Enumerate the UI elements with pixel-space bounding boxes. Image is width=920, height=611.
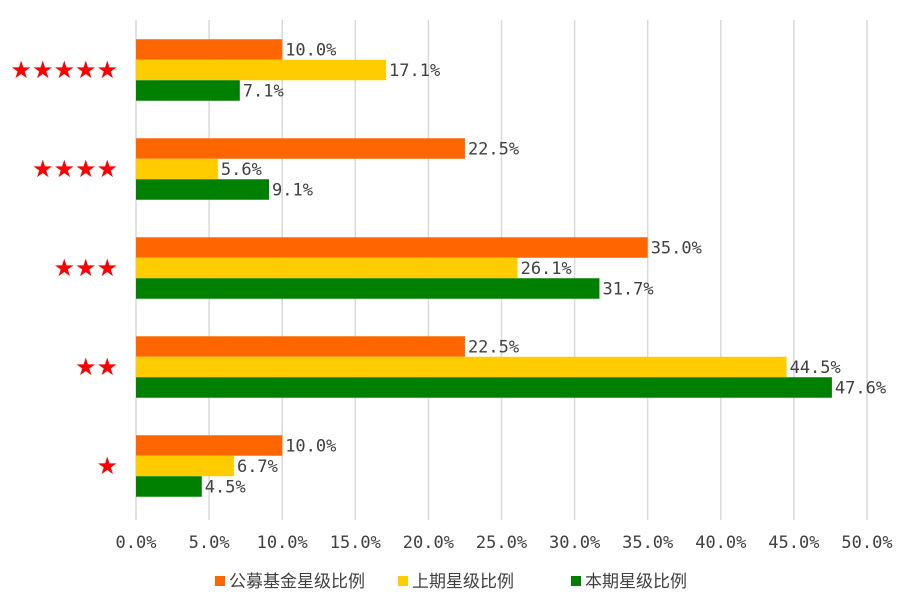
data-label: 22.5% [468,338,519,358]
x-tick-label: 40.0% [695,533,746,553]
bar [136,80,240,101]
legend-label: 公募基金星级比例 [229,572,365,592]
category-label: ★★★ [53,254,118,282]
x-tick-label: 50.0% [841,533,892,553]
category-label: ★ [96,452,118,480]
x-tick-label: 20.0% [403,533,454,553]
x-tick-label: 35.0% [622,533,673,553]
category-label: ★★★★★ [10,56,118,84]
data-label: 31.7% [602,280,653,300]
bar [136,138,465,159]
category-label: ★★★★ [32,155,118,183]
data-label: 17.1% [389,61,440,81]
data-label: 5.6% [221,160,262,180]
data-label: 7.1% [243,82,284,102]
x-tick-label: 25.0% [476,533,527,553]
x-axis-ticks: 0.0% 5.0% 10.0% 15.0% 20.0% 25.0% 30.0% 35.0% 40… [116,533,893,553]
data-label: 9.1% [272,181,313,201]
x-tick-label: 0.0% [116,533,157,553]
bars [136,39,832,497]
bar [136,278,600,299]
legend: 公募基金星级比例 上期星级比例 本期星级比例 [215,572,687,592]
data-label: 10.0% [285,41,336,61]
bar [136,59,387,81]
bar [136,356,787,378]
x-tick-label: 10.0% [257,533,308,553]
x-tick-label: 15.0% [330,533,381,553]
bar [136,237,648,258]
data-label: 4.5% [205,478,246,498]
bar [136,455,234,477]
x-tick-label: 45.0% [768,533,819,553]
category-labels: ★★★★★★★★★★★★★★★ [10,56,118,480]
bar [136,377,832,398]
data-label: 44.5% [790,358,841,378]
data-label: 35.0% [651,239,702,259]
data-label: 22.5% [468,140,519,160]
legend-swatch [398,576,408,586]
bar [136,257,518,279]
category-label: ★★ [75,353,118,381]
x-tick-label: 5.0% [189,533,230,553]
bar [136,158,218,180]
bar [136,435,283,456]
bar [136,179,270,200]
bar [136,39,283,60]
data-label: 6.7% [237,457,278,477]
data-label: 26.1% [521,259,572,279]
legend-swatch [571,576,581,586]
data-label: 47.6% [835,379,886,399]
bar [136,336,465,357]
legend-swatch [215,576,225,586]
x-tick-label: 30.0% [549,533,600,553]
data-label: 10.0% [285,437,336,457]
legend-label: 上期星级比例 [412,572,514,592]
bar [136,476,202,497]
legend-label: 本期星级比例 [585,572,687,592]
data-labels: 10.0% 17.1% 7.1% 22.5% 5.6% 9.1% 35.0% 26.1% 31.… [205,41,886,498]
